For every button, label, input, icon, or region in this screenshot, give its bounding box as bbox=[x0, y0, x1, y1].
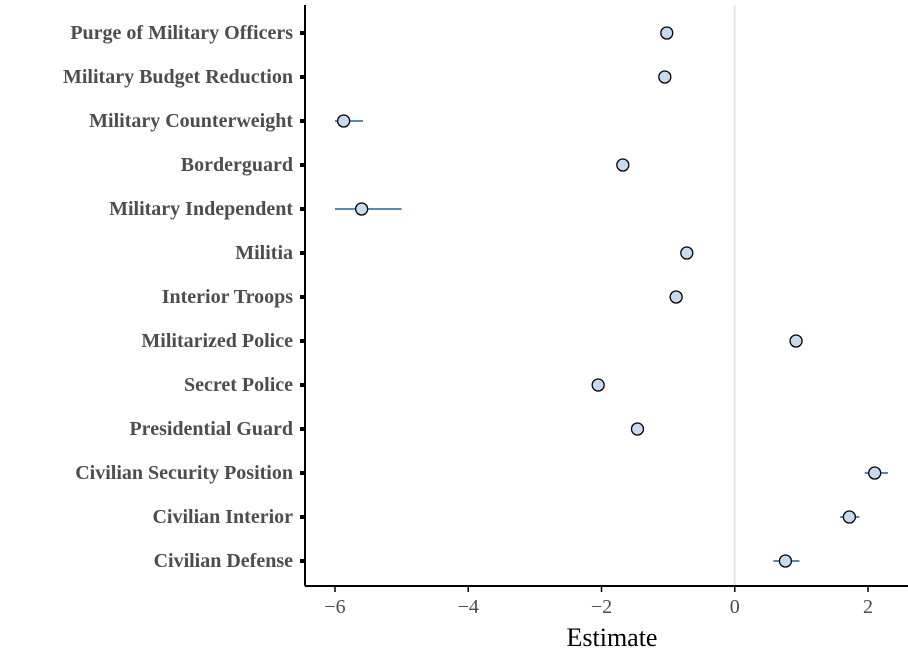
estimate-point bbox=[630, 422, 645, 436]
category-label-layer: Purge of Military Officers Military Budge… bbox=[63, 22, 293, 572]
estimate-point bbox=[669, 290, 683, 304]
axis-layer bbox=[300, 5, 908, 587]
point-layer bbox=[336, 26, 882, 568]
estimate-point bbox=[336, 114, 351, 128]
category-label: Military Counterweight bbox=[89, 110, 293, 132]
estimate-point bbox=[680, 246, 694, 260]
x-tick-layer: −6 −4 −2 0 2 bbox=[324, 586, 873, 618]
category-label: Presidential Guard bbox=[129, 418, 293, 440]
category-label: Secret Police bbox=[184, 374, 293, 396]
category-label: Military Independent bbox=[109, 198, 293, 220]
category-label: Borderguard bbox=[181, 154, 293, 176]
x-axis-title: Estimate bbox=[567, 623, 658, 652]
estimate-point bbox=[591, 378, 605, 392]
estimate-point bbox=[842, 510, 857, 524]
category-label: Interior Troops bbox=[162, 286, 294, 308]
x-tick-label: −2 bbox=[591, 596, 612, 618]
estimate-point bbox=[868, 466, 882, 480]
category-label: Civilian Security Position bbox=[75, 462, 293, 484]
x-tick-label: 0 bbox=[730, 596, 740, 618]
estimate-point bbox=[616, 158, 630, 172]
x-tick-label: −4 bbox=[458, 596, 479, 618]
category-label: Military Budget Reduction bbox=[63, 66, 293, 88]
category-label: Militarized Police bbox=[141, 330, 293, 352]
estimate-point bbox=[778, 554, 793, 568]
category-label: Civilian Interior bbox=[152, 506, 293, 528]
estimate-point bbox=[660, 26, 674, 40]
interval-layer bbox=[334, 32, 889, 562]
category-label: Purge of Military Officers bbox=[70, 22, 293, 44]
category-label: Militia bbox=[235, 242, 293, 264]
x-tick-label: −6 bbox=[324, 596, 345, 618]
estimate-point bbox=[354, 202, 369, 216]
estimate-point bbox=[789, 334, 803, 348]
category-label: Civilian Defense bbox=[154, 550, 294, 572]
x-tick-label: 2 bbox=[863, 596, 873, 618]
estimate-point bbox=[658, 70, 672, 84]
